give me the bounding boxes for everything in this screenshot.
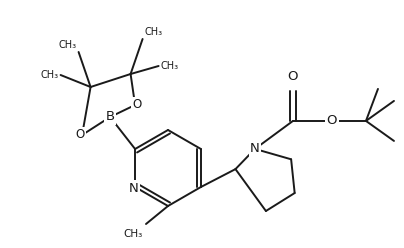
Text: O: O	[288, 70, 298, 83]
Text: CH₃: CH₃	[59, 40, 77, 50]
Text: CH₃: CH₃	[145, 27, 163, 37]
Text: O: O	[133, 98, 142, 112]
Text: N: N	[129, 182, 139, 194]
Text: B: B	[105, 111, 115, 124]
Text: N: N	[250, 142, 260, 155]
Text: CH₃: CH₃	[124, 229, 143, 239]
Text: O: O	[327, 114, 337, 127]
Text: CH₃: CH₃	[161, 61, 179, 71]
Text: O: O	[76, 128, 85, 142]
Text: CH₃: CH₃	[40, 70, 59, 80]
